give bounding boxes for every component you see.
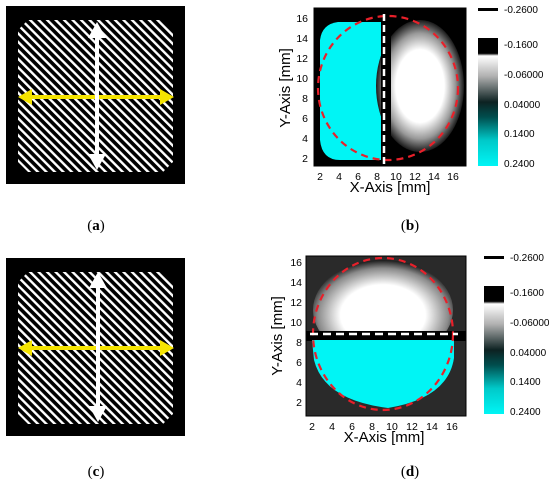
x-axis-label-b: X-Axis [mm] xyxy=(350,179,431,196)
colorbar-d: -0.2600 -0.1600 -0.06000 0.04000 0.1400 … xyxy=(484,253,550,418)
caption-c: (c) xyxy=(87,464,105,480)
svg-text:12: 12 xyxy=(296,53,308,65)
field-map-d: 2 4 6 8 10 12 14 16 2 4 6 8 10 12 14 16 … xyxy=(269,253,550,446)
svg-text:10: 10 xyxy=(290,317,302,329)
svg-text:14: 14 xyxy=(428,171,440,183)
cyan-region-d xyxy=(312,340,454,408)
svg-text:-0.06000: -0.06000 xyxy=(504,70,544,81)
svg-text:0.2400: 0.2400 xyxy=(504,159,535,170)
svg-text:-0.1600: -0.1600 xyxy=(510,288,544,299)
x-ticks-b: 2 4 6 8 10 12 14 16 xyxy=(317,171,459,183)
svg-text:-0.06000: -0.06000 xyxy=(510,318,550,329)
svg-text:0.1400: 0.1400 xyxy=(504,129,535,140)
caption-b: (b) xyxy=(400,218,420,234)
field-map-b: 2 4 6 8 10 12 14 16 2 4 6 8 10 12 14 16 … xyxy=(277,5,544,196)
svg-text:16: 16 xyxy=(296,13,308,25)
svg-text:14: 14 xyxy=(296,33,308,45)
white-region-b xyxy=(376,20,464,152)
svg-text:10: 10 xyxy=(386,421,398,433)
svg-text:8: 8 xyxy=(369,421,375,433)
svg-text:12: 12 xyxy=(290,297,302,309)
svg-text:14: 14 xyxy=(426,421,438,433)
svg-text:2: 2 xyxy=(296,397,302,409)
x-axis-label-d: X-Axis [mm] xyxy=(344,429,425,446)
svg-text:-0.1600: -0.1600 xyxy=(504,40,538,51)
svg-text:4: 4 xyxy=(302,133,308,145)
svg-text:12: 12 xyxy=(406,421,418,433)
grating-image-c xyxy=(6,258,185,436)
y-axis-label-d: Y-Axis [mm] xyxy=(269,296,286,375)
svg-text:0.04000: 0.04000 xyxy=(504,100,541,111)
svg-text:0.1400: 0.1400 xyxy=(510,377,541,388)
svg-text:14: 14 xyxy=(290,277,302,289)
vertical-arrow-a xyxy=(88,22,106,170)
colorbar-b: -0.2600 -0.1600 -0.06000 0.04000 0.1400 … xyxy=(478,5,544,170)
caption-a: (a) xyxy=(87,218,105,234)
svg-text:4: 4 xyxy=(296,377,302,389)
svg-text:8: 8 xyxy=(296,337,302,349)
svg-text:6: 6 xyxy=(296,357,302,369)
y-axis-label-b: Y-Axis [mm] xyxy=(277,48,294,127)
y-ticks-b: 2 4 6 8 10 12 14 16 xyxy=(296,13,308,165)
svg-text:2: 2 xyxy=(302,153,308,165)
svg-text:-0.2600: -0.2600 xyxy=(510,253,544,264)
svg-text:16: 16 xyxy=(447,171,459,183)
grating-image-a xyxy=(6,6,185,184)
svg-text:8: 8 xyxy=(302,93,308,105)
svg-text:0.04000: 0.04000 xyxy=(510,348,547,359)
svg-text:16: 16 xyxy=(290,257,302,269)
svg-text:2: 2 xyxy=(317,171,323,183)
vertical-arrow-c xyxy=(89,272,107,422)
svg-text:-0.2600: -0.2600 xyxy=(504,5,538,16)
svg-text:6: 6 xyxy=(349,421,355,433)
svg-text:16: 16 xyxy=(446,421,458,433)
caption-d: (d) xyxy=(400,464,420,480)
svg-text:6: 6 xyxy=(302,113,308,125)
svg-text:8: 8 xyxy=(374,171,380,183)
x-ticks-d: 2 4 6 8 10 12 14 16 xyxy=(309,421,458,433)
svg-text:4: 4 xyxy=(336,171,342,183)
svg-text:10: 10 xyxy=(390,171,402,183)
svg-text:10: 10 xyxy=(296,73,308,85)
svg-text:12: 12 xyxy=(409,171,421,183)
y-ticks-d: 2 4 6 8 10 12 14 16 xyxy=(290,257,302,409)
svg-text:6: 6 xyxy=(355,171,361,183)
dashed-circle-b xyxy=(316,14,460,162)
svg-text:4: 4 xyxy=(329,421,335,433)
svg-text:2: 2 xyxy=(309,421,315,433)
svg-text:0.2400: 0.2400 xyxy=(510,407,541,418)
